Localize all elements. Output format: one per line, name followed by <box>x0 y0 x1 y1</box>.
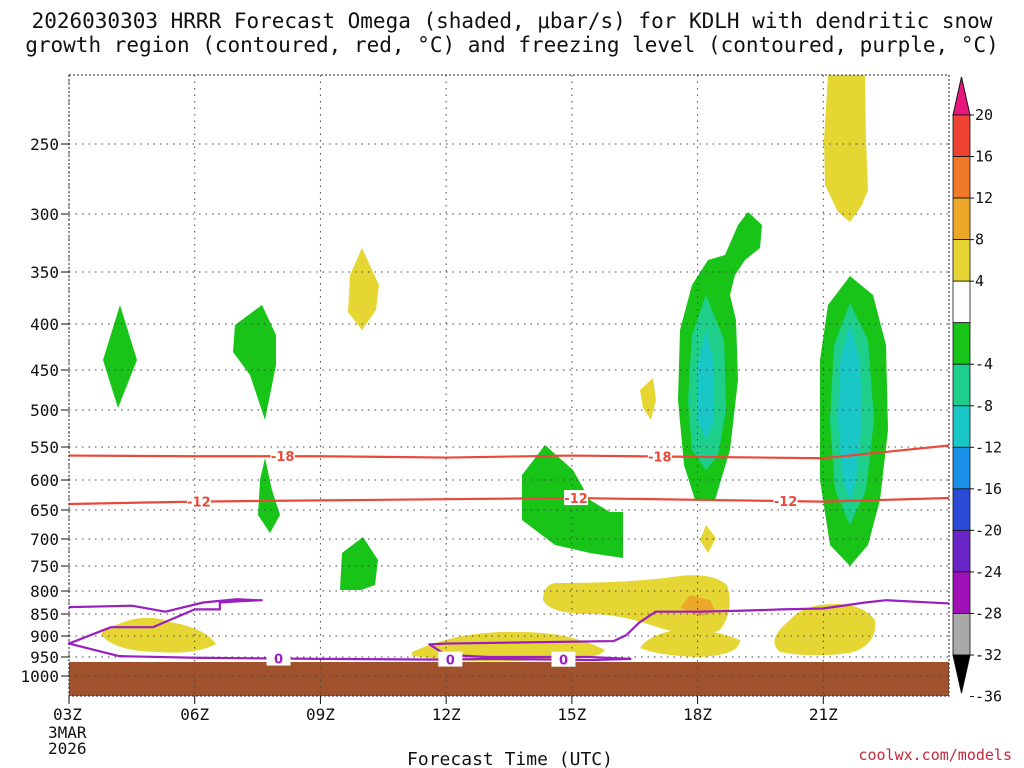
temperature-contour-label: -12 <box>187 496 211 511</box>
temperature-contour-label: -12 <box>774 495 798 510</box>
temperature-contour-line <box>68 496 950 506</box>
temperature-contour-label-bg <box>773 493 798 509</box>
x-tick-label: 09Z <box>306 705 335 724</box>
y-tick-label: 950 <box>30 648 59 667</box>
x-tick-label: 15Z <box>557 705 586 724</box>
temperature-contour-label-bg <box>270 448 295 464</box>
colorbar-bin <box>952 571 971 614</box>
colorbar-bin <box>952 239 971 282</box>
freezing-level-contour-line <box>67 598 950 662</box>
omega-region-yellow-1500 <box>640 378 656 420</box>
colorbar-label: -4 <box>975 355 993 373</box>
colorbar-bin <box>952 446 971 490</box>
colorbar-bin <box>952 529 971 573</box>
colorbar-bin <box>952 114 971 157</box>
y-tick-label: 300 <box>30 205 59 224</box>
colorbar-label: -24 <box>975 563 1002 581</box>
omega-region-green-0700-low <box>258 458 280 533</box>
colorbar-label: 16 <box>975 148 993 166</box>
omega-region-yellow-1300-low <box>543 575 730 635</box>
temperature-contour-label-bg <box>186 493 211 509</box>
x-start-date: 3MAR <box>48 723 87 742</box>
freezing-level-contour-label-bg <box>438 651 463 667</box>
x-tick-label: 21Z <box>809 705 838 724</box>
omega-region-yellow-0430 <box>102 617 216 653</box>
omega-region-yellow-1600-sfc <box>640 628 740 657</box>
colorbar-bin <box>952 197 971 241</box>
colorbar-max-arrow <box>952 76 971 116</box>
colorbar-label: 12 <box>975 189 993 207</box>
surface-terrain <box>69 662 949 696</box>
chart-title-line2: growth region (contoured, red, °C) and f… <box>25 33 999 57</box>
y-tick-label: 900 <box>30 627 59 646</box>
temperature-contour-label: -18 <box>271 450 295 465</box>
freezing-level-contour-label: 0 <box>559 654 568 669</box>
colorbar-bin <box>952 363 971 407</box>
omega-region-yellow-1900-upper <box>824 75 868 222</box>
omega-region-green-0700 <box>233 305 276 420</box>
y-tick-label: 250 <box>30 135 59 154</box>
colorbar-bin <box>952 405 971 448</box>
colorbar-label: -16 <box>975 480 1002 498</box>
x-tick-label: 12Z <box>432 705 461 724</box>
plot-frame <box>68 74 950 697</box>
omega-region-yellow-0900 <box>348 248 379 330</box>
y-tick-label: 800 <box>30 582 59 601</box>
colorbar-label: -36 <box>975 688 1002 706</box>
temperature-contour-label-bg <box>647 448 672 464</box>
temperature-contour-label-bg <box>564 490 589 506</box>
omega-shading-layer <box>69 75 949 696</box>
axes-layer: 250 300 350 400 450 500 550 600 650 700 750 800 850 9… <box>20 74 950 758</box>
y-tick-label: 750 <box>30 557 59 576</box>
colorbar-label: -12 <box>975 438 1002 456</box>
y-tick-label: 400 <box>30 315 59 334</box>
colorbar-label: -8 <box>975 397 993 415</box>
y-tick-label: 1000 <box>20 667 59 686</box>
colorbar-label: -20 <box>975 521 1002 539</box>
y-tick-label: 500 <box>30 401 59 420</box>
y-tick-label: 700 <box>30 530 59 549</box>
colorbar-bin <box>952 156 971 199</box>
temperature-contour-label: -18 <box>648 451 672 466</box>
temperature-contour-line <box>68 444 950 460</box>
omega-region-green-0900-low <box>340 537 378 590</box>
chart-title-line1: 2026030303 HRRR Forecast Omega (shaded, … <box>31 9 993 33</box>
freezing-level-contour-label: 0 <box>446 654 455 669</box>
x-start-date: 2026 <box>48 739 87 758</box>
y-tick-label: 450 <box>30 361 59 380</box>
freezing-level-contour-label-bg <box>551 651 576 667</box>
y-tick-label: 650 <box>30 501 59 520</box>
x-axis-label: Forecast Time (UTC) <box>407 749 613 768</box>
colorbar-bin <box>952 322 971 365</box>
colorbar-min-arrow <box>952 654 971 694</box>
colorbar-label: -32 <box>975 646 1002 664</box>
x-tick-label: 03Z <box>53 705 82 724</box>
omega-region-yellow-1600-mid <box>700 525 716 553</box>
colorbar-label: 8 <box>975 231 984 249</box>
y-tick-label: 350 <box>30 263 59 282</box>
contour-layer: -18 -18 -12 -12 -12 0 0 0 <box>67 444 950 669</box>
y-tick-label: 600 <box>30 471 59 490</box>
y-tick-label: 550 <box>30 438 59 457</box>
colorbar-bin <box>952 280 971 324</box>
colorbar-bin <box>952 613 971 656</box>
colorbar: 20 16 12 8 4 -4 -8 -12 -16 -20 -24 -28 -32 -36 <box>952 76 1002 706</box>
colorbar-bin <box>952 488 971 531</box>
source-credit[interactable]: coolwx.com/models <box>858 746 1012 764</box>
omega-region-green-0330 <box>103 305 137 408</box>
freezing-level-contour-label: 0 <box>274 653 283 668</box>
x-tick-label: 18Z <box>683 705 712 724</box>
y-tick-label: 850 <box>30 605 59 624</box>
temperature-contour-label: -12 <box>564 492 588 507</box>
colorbar-label: 4 <box>975 272 984 290</box>
freezing-level-contour-label-bg <box>266 650 291 666</box>
x-tick-label: 06Z <box>180 705 209 724</box>
colorbar-label: -28 <box>975 604 1002 622</box>
omega-region-yellow-1900-low <box>774 604 876 656</box>
colorbar-label: 20 <box>975 106 993 124</box>
omega-region-cyan-1600 <box>698 330 714 440</box>
